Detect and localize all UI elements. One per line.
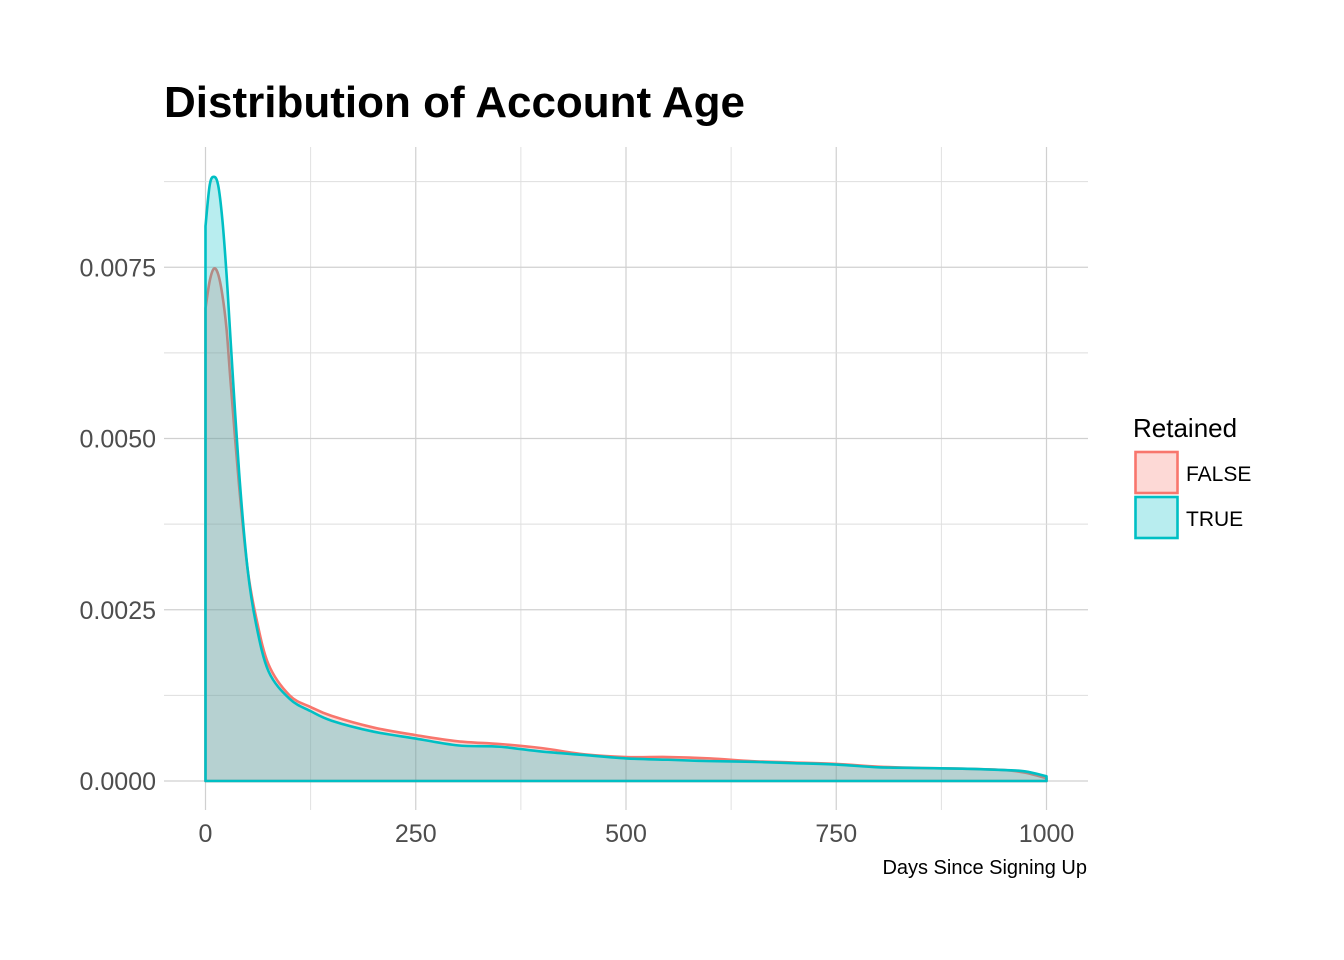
y-axis-ticks: 0.0000 0.0025 0.0050 0.0075 <box>80 254 156 796</box>
x-tick-label: 750 <box>815 820 857 848</box>
y-tick-label: 0.0025 <box>80 597 156 625</box>
legend-key-false <box>1134 450 1179 495</box>
density-area-true <box>204 175 1048 783</box>
y-tick-label: 0.0075 <box>80 254 156 282</box>
legend-title: Retained <box>1133 413 1237 443</box>
x-tick-label: 0 <box>199 820 213 848</box>
x-tick-label: 500 <box>605 820 647 848</box>
x-axis-ticks: 0 250 500 750 1000 <box>199 820 1075 848</box>
y-tick-label: 0.0000 <box>80 768 156 796</box>
legend-key-true <box>1134 495 1179 540</box>
legend-label-true: TRUE <box>1186 508 1243 531</box>
x-tick-label: 1000 <box>1019 820 1075 848</box>
legend-label-false: FALSE <box>1186 463 1251 486</box>
chart-title: Distribution of Account Age <box>164 78 745 127</box>
plot-grid <box>164 147 1088 810</box>
x-tick-label: 250 <box>395 820 437 848</box>
legend: Retained FALSE TRUE <box>1133 413 1251 540</box>
density-areas <box>204 175 1048 783</box>
x-axis-label: Days Since Signing Up <box>882 857 1087 879</box>
y-tick-label: 0.0050 <box>80 426 156 454</box>
